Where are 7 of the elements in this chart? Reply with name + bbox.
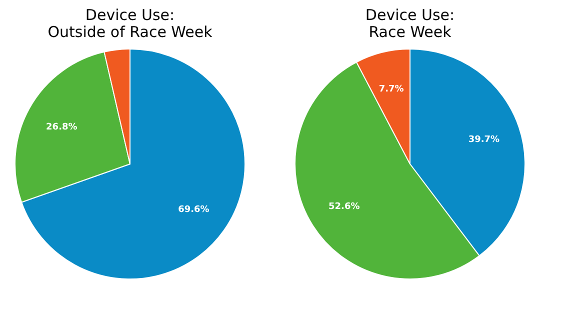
chart-title: Device Use: Outside of Race Week (48, 6, 213, 41)
data-label: 7.7% (378, 84, 404, 94)
data-label: 39.7% (468, 135, 500, 146)
chart-title: Device Use: Race Week (365, 6, 455, 41)
data-label: 26.8% (46, 122, 78, 132)
data-label: 69.6% (178, 205, 210, 216)
data-label: 52.6% (328, 202, 360, 212)
